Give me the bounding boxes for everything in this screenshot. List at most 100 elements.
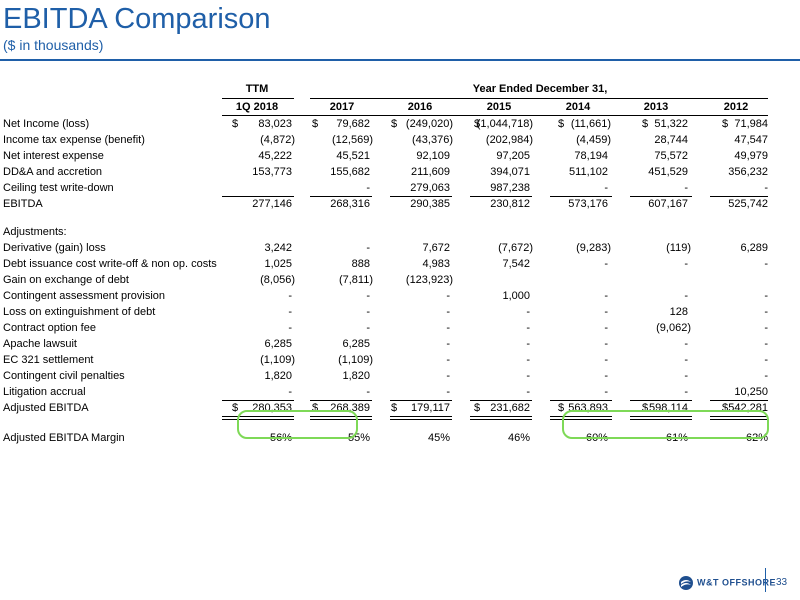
dollar-sign: $ xyxy=(232,402,239,414)
table-cell: 231,682 xyxy=(490,402,530,414)
table-row: Contract option fee - - - - - (9,062) - xyxy=(0,320,800,336)
table-cell: 46% xyxy=(507,432,530,444)
table-cell: 153,773 xyxy=(252,166,292,178)
table-cell: 6,285 xyxy=(342,338,370,350)
table-cell: 92,109 xyxy=(416,150,450,162)
table-cell: 75,572 xyxy=(654,150,688,162)
row-label: Apache lawsuit xyxy=(3,338,77,350)
highlight-box-ttm-2017 xyxy=(237,410,358,439)
total-double-rule xyxy=(710,416,768,417)
table-cell: - xyxy=(604,370,608,382)
column-header: 2014 xyxy=(565,101,591,113)
table-cell: (9,283) xyxy=(576,242,611,254)
footer-divider xyxy=(765,568,766,592)
row-label: Adjustments: xyxy=(3,226,67,238)
table-cell: - xyxy=(764,182,768,194)
total-double-rule xyxy=(630,416,692,417)
table-cell: - xyxy=(446,370,450,382)
table-cell: - xyxy=(446,290,450,302)
row-label: Derivative (gain) loss xyxy=(3,242,106,254)
total-double-rule xyxy=(470,419,532,420)
table-row: Adjustments: xyxy=(0,224,800,240)
table-cell: - xyxy=(366,290,370,302)
table-cell: - xyxy=(446,354,450,366)
table-cell: (43,376) xyxy=(412,134,453,146)
table-cell: 78,194 xyxy=(574,150,608,162)
table-cell: (119) xyxy=(666,242,691,254)
page-title: EBITDA Comparison xyxy=(3,3,271,35)
table-row: DD&A and accretion 153,773 155,682 211,609 3… xyxy=(0,164,800,180)
row-label: Ceiling test write-down xyxy=(3,182,114,194)
total-double-rule xyxy=(310,416,372,417)
table-cell: - xyxy=(764,290,768,302)
table-cell: - xyxy=(764,338,768,350)
dollar-sign: $ xyxy=(722,402,729,414)
row-label: Net interest expense xyxy=(3,150,104,162)
table-cell: 45,521 xyxy=(336,150,370,162)
table-cell: 607,167 xyxy=(648,198,688,210)
total-double-rule xyxy=(310,419,372,420)
dollar-sign: $ xyxy=(642,402,649,414)
table-cell: 987,238 xyxy=(490,182,530,194)
table-cell: 47,547 xyxy=(734,134,768,146)
table-cell: 268,316 xyxy=(330,198,370,210)
table-cell: (249,020) xyxy=(405,118,453,130)
table-cell: 451,529 xyxy=(648,166,688,178)
table-cell: - xyxy=(604,290,608,302)
logo-icon xyxy=(679,576,693,590)
dollar-sign: $ xyxy=(722,118,729,130)
table-cell: 155,682 xyxy=(330,166,370,178)
table-cell: (9,062) xyxy=(656,322,691,334)
column-header-rule xyxy=(222,115,768,116)
subtotal-rule xyxy=(470,196,532,197)
dollar-sign: $ xyxy=(391,118,398,130)
table-cell: - xyxy=(288,386,292,398)
table-cell: - xyxy=(526,370,530,382)
subtotal-rule xyxy=(222,196,294,197)
row-label: Contingent assessment provision xyxy=(3,290,166,302)
table-cell: (4,872) xyxy=(260,134,295,146)
table-cell: (1,109) xyxy=(338,354,373,366)
table-cell: (202,984) xyxy=(485,134,533,146)
subtotal-rule xyxy=(310,400,372,401)
total-double-rule xyxy=(390,419,452,420)
table-cell: 525,742 xyxy=(728,198,768,210)
table-cell: 3,242 xyxy=(264,242,292,254)
table-cell: (7,672) xyxy=(498,242,533,254)
row-label: EBITDA xyxy=(3,198,43,210)
table-cell: 573,176 xyxy=(568,198,608,210)
table-cell: 4,983 xyxy=(422,258,450,270)
table-cell: (8,056) xyxy=(260,274,295,286)
table-row: EBITDA 277,146 268,316 290,385 230,812 573,17… xyxy=(0,196,800,212)
table-cell: 179,117 xyxy=(411,402,450,414)
table-cell: - xyxy=(446,306,450,318)
table-cell: 79,682 xyxy=(336,118,370,130)
table-cell: - xyxy=(684,370,688,382)
row-label: Adjusted EBITDA Margin xyxy=(3,432,125,444)
table-cell: (1,044,718) xyxy=(476,118,533,130)
row-label: EC 321 settlement xyxy=(3,354,94,366)
table-row: Apache lawsuit 6,285 6,285 - - - - - xyxy=(0,336,800,352)
table-cell: 10,250 xyxy=(734,386,768,398)
table-cell: 7,672 xyxy=(422,242,450,254)
table-cell: - xyxy=(604,258,608,270)
subtotal-rule xyxy=(550,400,612,401)
table-cell: - xyxy=(446,338,450,350)
table-cell: - xyxy=(684,290,688,302)
row-label: Income tax expense (benefit) xyxy=(3,134,145,146)
column-header: 1Q 2018 xyxy=(235,101,279,113)
header-rule-years xyxy=(310,98,768,99)
table-cell: 128 xyxy=(669,306,688,318)
table-cell: 6,289 xyxy=(740,242,768,254)
table-cell: - xyxy=(764,306,768,318)
table-row: EC 321 settlement (1,109) (1,109) - - - - - xyxy=(0,352,800,368)
subtotal-rule xyxy=(630,196,692,197)
table-cell: 6,285 xyxy=(264,338,292,350)
table-cell: 51,322 xyxy=(654,118,688,130)
table-cell: 1,820 xyxy=(342,370,370,382)
table-cell: 45,222 xyxy=(258,150,292,162)
subtotal-rule xyxy=(470,400,532,401)
table-cell: 49,979 xyxy=(734,150,768,162)
table-cell: - xyxy=(604,182,608,194)
total-double-rule xyxy=(550,419,612,420)
